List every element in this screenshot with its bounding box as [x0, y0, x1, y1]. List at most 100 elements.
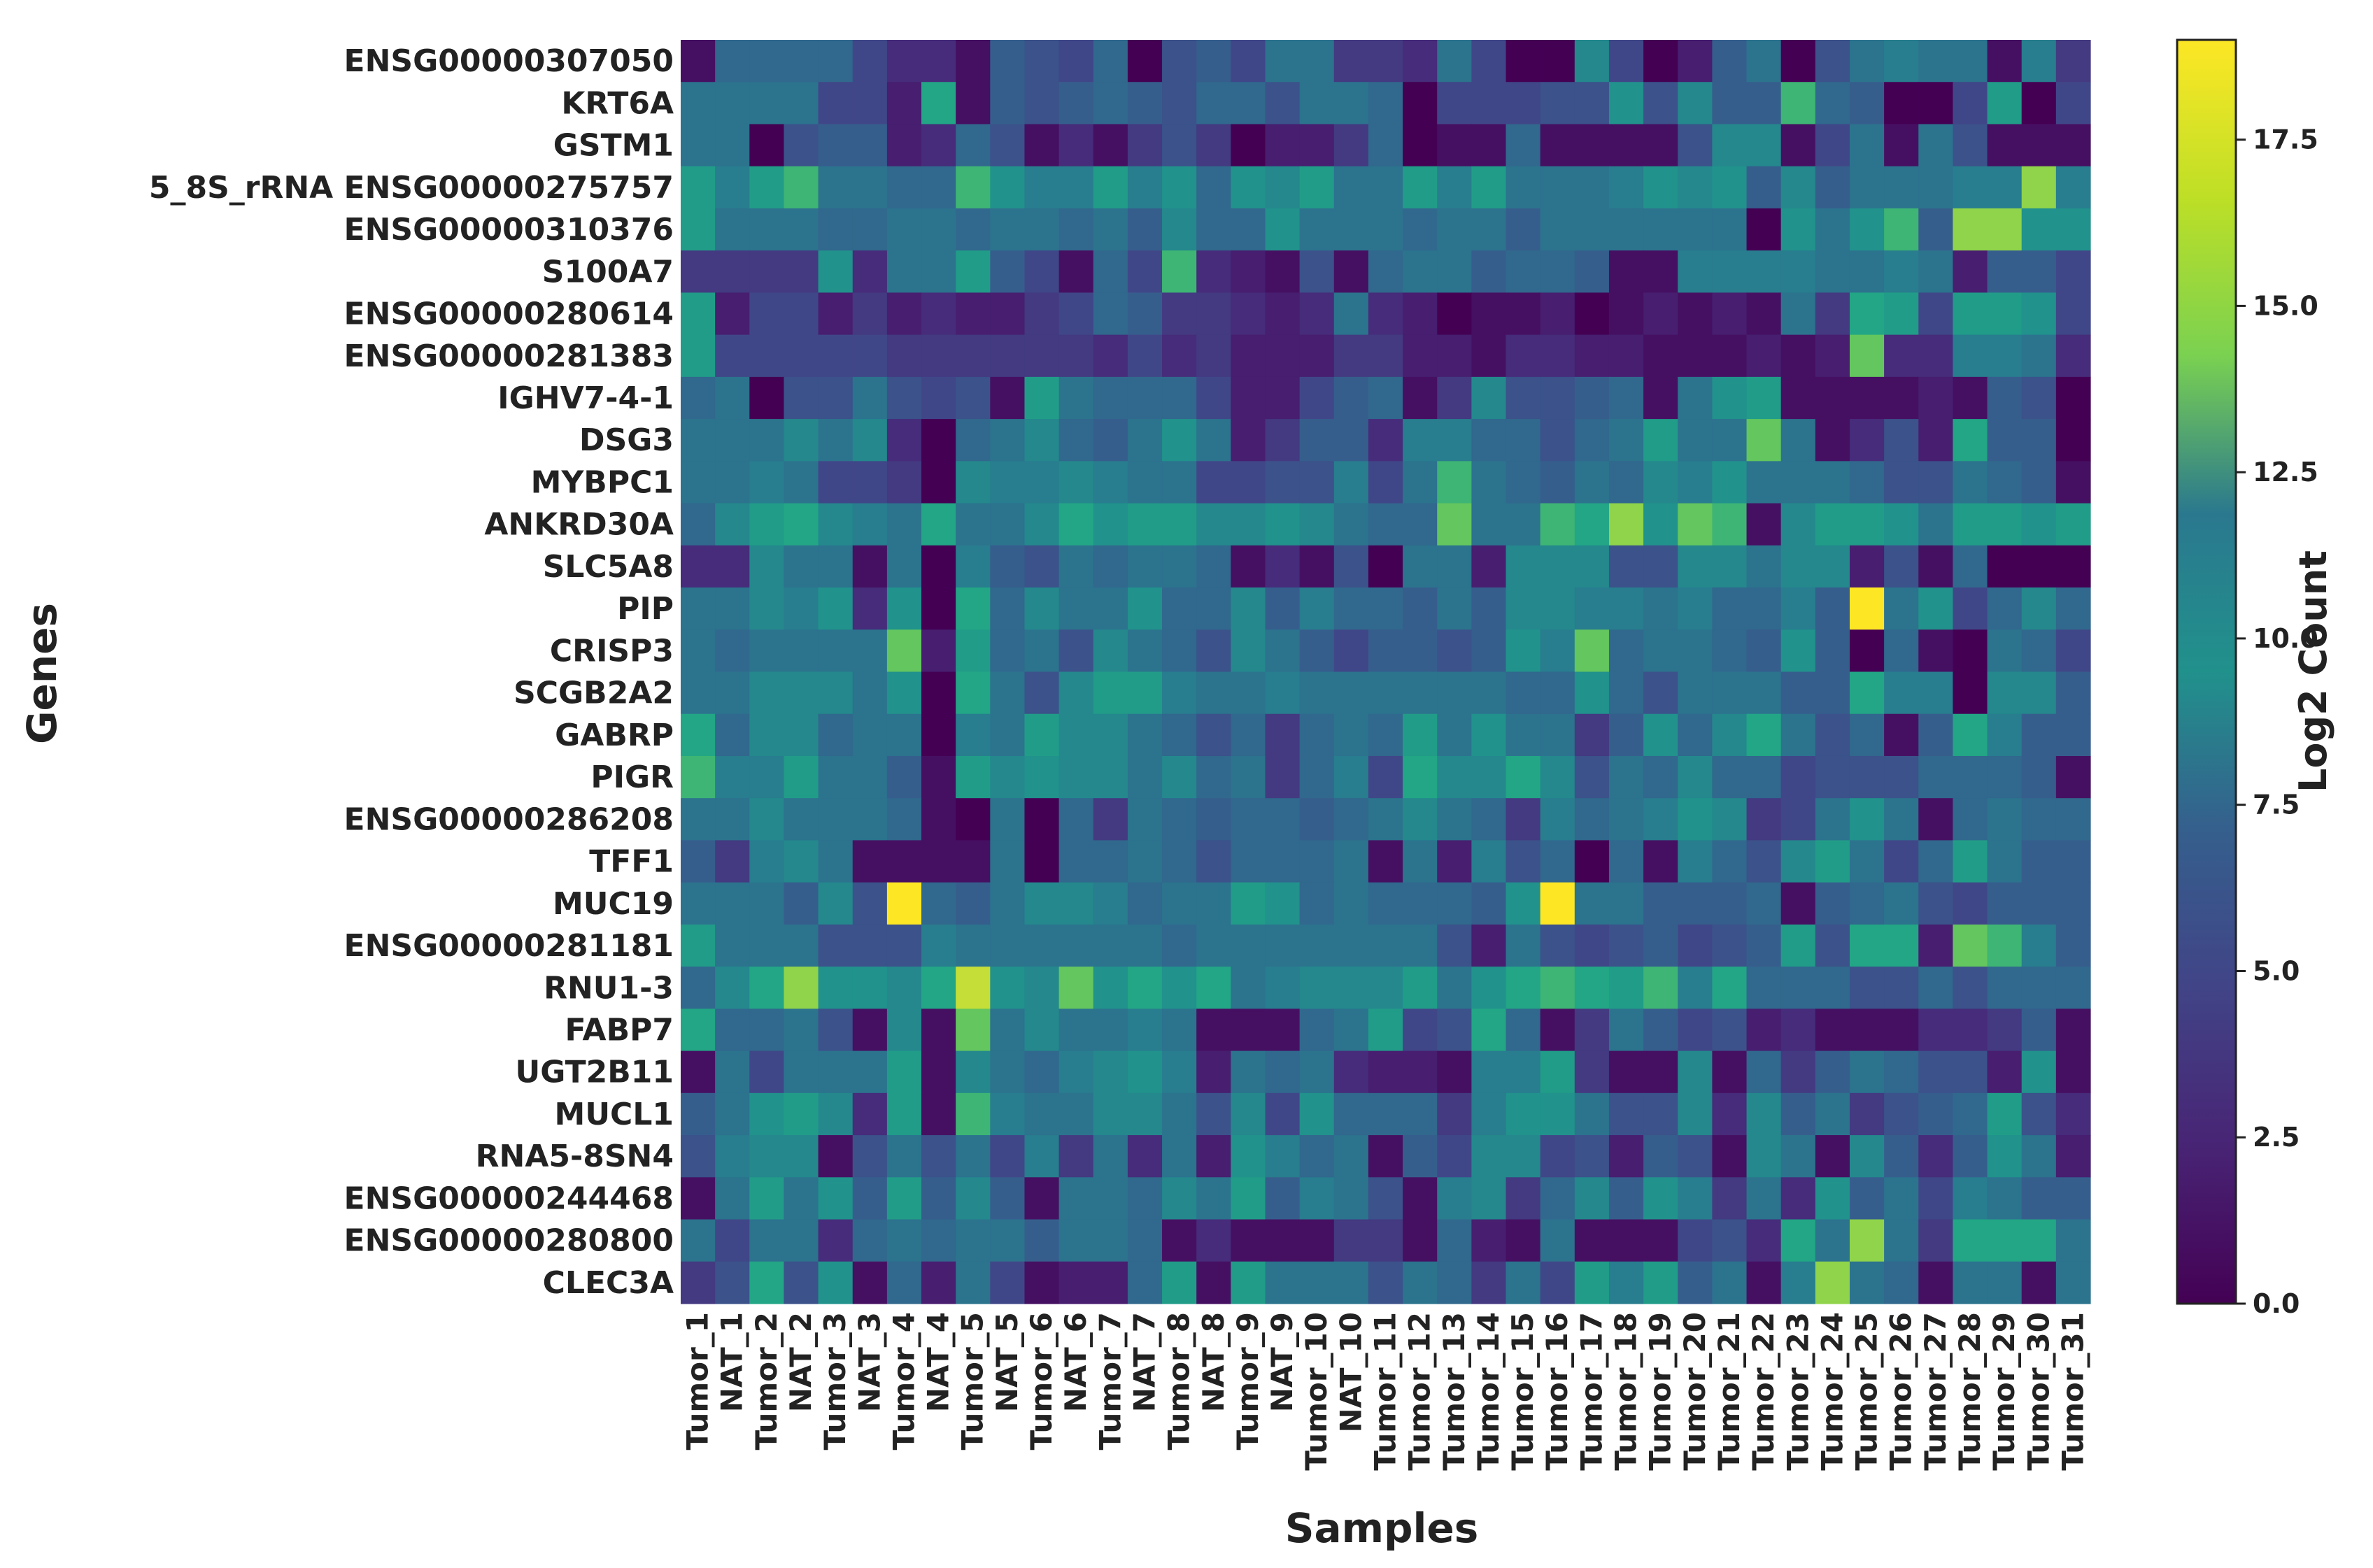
heatmap-cell [990, 840, 1026, 883]
heatmap-cell [1058, 629, 1094, 673]
heatmap-cell [749, 671, 785, 715]
heatmap-cell [1368, 840, 1403, 883]
heatmap-cell [1953, 1092, 1988, 1136]
heatmap-cell [1265, 376, 1301, 420]
heatmap-cell [1712, 629, 1748, 673]
heatmap-cell [1196, 40, 1231, 83]
heatmap-cell [1608, 840, 1644, 883]
heatmap-cell [1024, 82, 1060, 125]
heatmap-cell [1231, 713, 1266, 757]
heatmap-cell [1643, 166, 1678, 209]
heatmap-cell [1815, 1219, 1850, 1262]
heatmap-cell [1540, 82, 1575, 125]
heatmap-cell [1884, 755, 1919, 799]
heatmap-cell [715, 840, 750, 883]
heatmap-cell [1437, 376, 1472, 420]
heatmap-cell [1884, 376, 1919, 420]
heatmap-cell [1403, 376, 1438, 420]
heatmap-cell [1574, 840, 1610, 883]
heatmap-cell [1196, 292, 1231, 336]
heatmap-cell [681, 419, 716, 462]
heatmap-cell [2021, 713, 2057, 757]
heatmap-cell [681, 503, 716, 546]
heatmap-cell [1987, 166, 2023, 209]
heatmap-cell [1265, 292, 1301, 336]
heatmap-cell [715, 419, 750, 462]
heatmap-cell [1265, 755, 1301, 799]
heatmap-cell [1918, 208, 1954, 251]
heatmap-cell [1471, 967, 1507, 1009]
heatmap-cell [1987, 292, 2023, 336]
heatmap-cell [784, 1008, 819, 1052]
heatmap-cell [1299, 334, 1335, 378]
heatmap-cell [1918, 124, 1954, 167]
heatmap-cell [1196, 587, 1231, 630]
heatmap-cell [1746, 166, 1782, 209]
heatmap-cell [1712, 1050, 1748, 1094]
heatmap-cell [1987, 629, 2023, 673]
column-label: Tumor_15 [1506, 1312, 1540, 1471]
heatmap-cell [1231, 545, 1266, 588]
heatmap-cell [1471, 671, 1507, 715]
heatmap-cell [1987, 124, 2023, 167]
column-label: NAT_5 [990, 1312, 1024, 1412]
heatmap-cell [784, 882, 819, 925]
heatmap-cell [1712, 967, 1748, 1009]
heatmap-cell [1506, 587, 1541, 630]
heatmap-cell [956, 1008, 991, 1052]
heatmap-cell [1574, 1177, 1610, 1220]
heatmap-cell [1643, 376, 1678, 420]
heatmap-cell [1127, 461, 1163, 504]
heatmap-cell [1299, 1219, 1335, 1262]
heatmap-cell [1058, 1219, 1094, 1262]
heatmap-cell [1540, 1008, 1575, 1052]
heatmap-cell [1471, 1092, 1507, 1136]
heatmap-cell [681, 1092, 716, 1136]
heatmap-cell [749, 461, 785, 504]
heatmap-cell [1849, 124, 1885, 167]
heatmap-cell [956, 924, 991, 967]
heatmap-cell [1196, 461, 1231, 504]
heatmap-cell [1299, 208, 1335, 251]
heatmap-cell [784, 82, 819, 125]
heatmap-cell [1506, 334, 1541, 378]
heatmap-cell [1815, 587, 1850, 630]
heatmap-cell [1265, 882, 1301, 925]
heatmap-cell [1987, 840, 2023, 883]
heatmap-cell [1540, 334, 1575, 378]
heatmap-cell [1162, 292, 1197, 336]
row-label: MUCL1 [555, 1097, 674, 1132]
heatmap-cell [1849, 840, 1885, 883]
heatmap-cell [1506, 40, 1541, 83]
heatmap-cell [1678, 1008, 1713, 1052]
heatmap-cell [1093, 545, 1128, 588]
column-label: Tumor_5 [956, 1312, 990, 1451]
heatmap-cell [1643, 671, 1678, 715]
row-label: 5_8S_rRNA ENSG00000275757 [149, 170, 674, 206]
heatmap-cell [749, 124, 785, 167]
heatmap-cell [1437, 250, 1472, 293]
heatmap-cell [1849, 1261, 1885, 1304]
heatmap-cell [956, 882, 991, 925]
heatmap-cell [1987, 882, 2023, 925]
colorbar-tick-label: 0.0 [2253, 1288, 2300, 1319]
heatmap-cell [1608, 1135, 1644, 1178]
heatmap-cell [1368, 1261, 1403, 1304]
heatmap-cell [749, 166, 785, 209]
heatmap-cell [715, 713, 750, 757]
heatmap-cell [1127, 882, 1163, 925]
heatmap-cell [1127, 798, 1163, 841]
heatmap-cell [1918, 419, 1954, 462]
heatmap-cell [1643, 250, 1678, 293]
colorbar [2176, 38, 2237, 1305]
heatmap-cell [1162, 798, 1197, 841]
heatmap-cell [852, 545, 888, 588]
heatmap-cell [1196, 545, 1231, 588]
row-label: ENSG00000280800 [344, 1223, 674, 1259]
heatmap-cell [1540, 545, 1575, 588]
heatmap-cell [1953, 250, 1988, 293]
heatmap-cell [1437, 1261, 1472, 1304]
heatmap-cell [1403, 166, 1438, 209]
heatmap-cell [1058, 713, 1094, 757]
heatmap-cell [1540, 1092, 1575, 1136]
